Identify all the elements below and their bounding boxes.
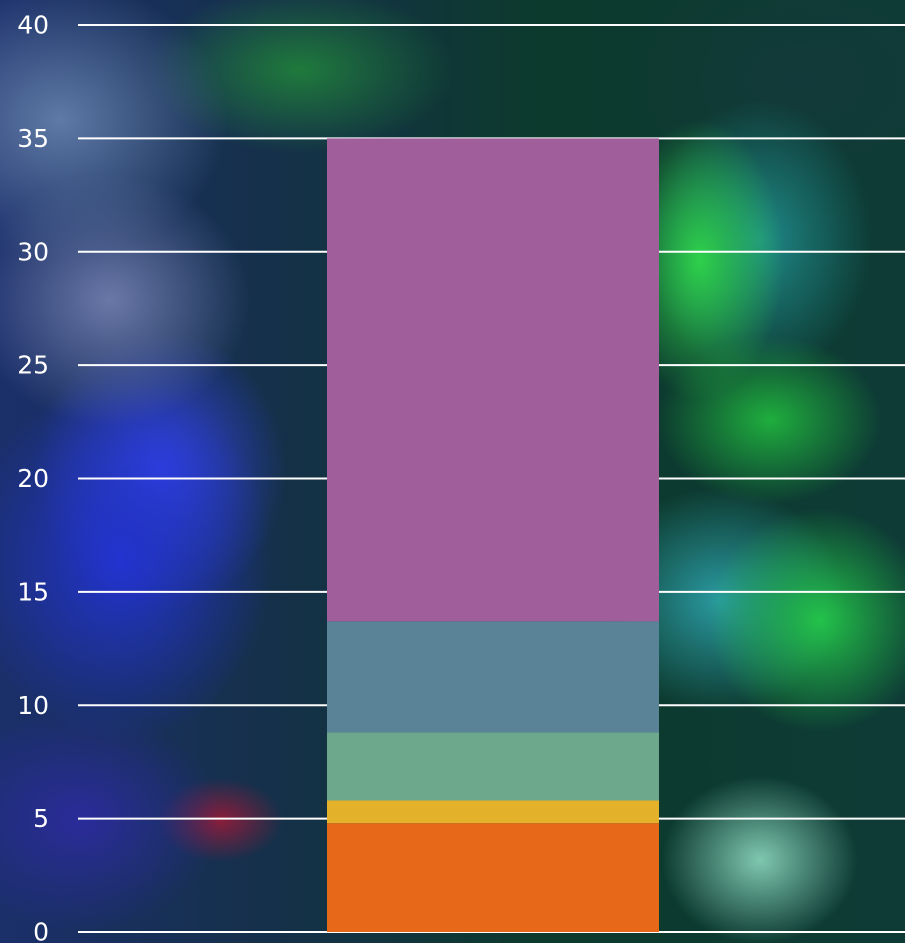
y-tick-label: 0 [33, 918, 49, 943]
y-axis-tick-labels: 0 5 10 15 20 25 30 35 40 [17, 11, 49, 943]
bar-segment-5 [327, 138, 659, 622]
bar-segment-4 [327, 621, 659, 733]
y-tick-label: 30 [17, 237, 49, 266]
bar-segment-1 [327, 823, 659, 932]
bar-segment-3 [327, 732, 659, 801]
y-tick-label: 10 [17, 691, 49, 720]
y-tick-label: 25 [17, 351, 49, 380]
y-tick-label: 15 [17, 577, 49, 606]
y-tick-label: 35 [17, 124, 49, 153]
bar-stack [327, 138, 659, 932]
y-tick-label: 20 [17, 464, 49, 493]
y-tick-label: 5 [33, 804, 49, 833]
bar-segment-2 [327, 800, 659, 824]
y-tick-label: 40 [17, 11, 49, 40]
